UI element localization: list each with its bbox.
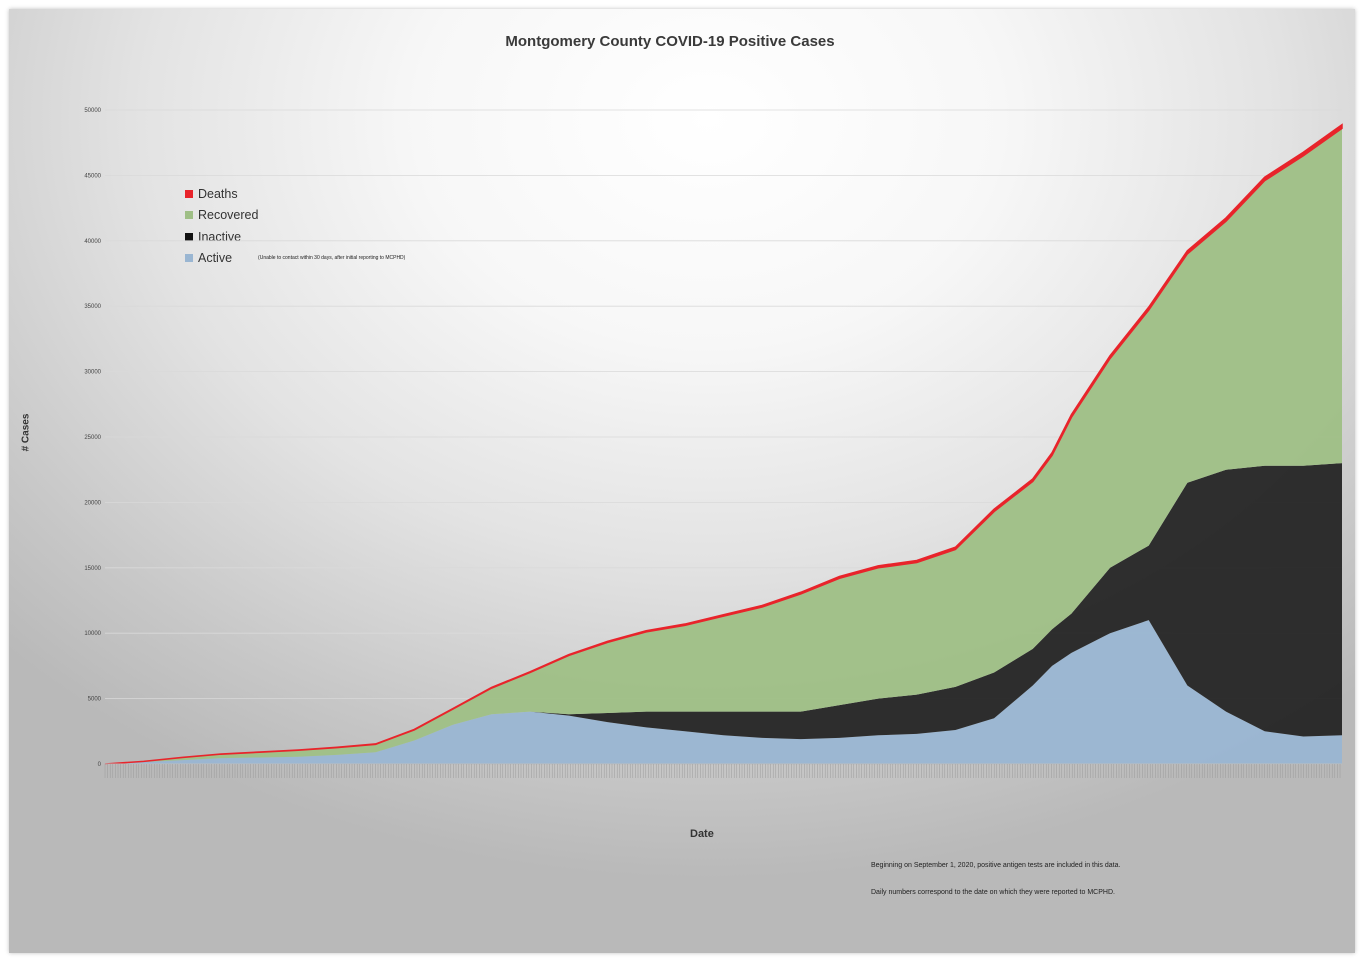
y-tick-labels: 0 5000 10000 15000 20000 25000 30000 35000 40000…: [84, 108, 101, 768]
x-axis: [104, 763, 1342, 778]
legend-item-recovered: Recovered: [185, 205, 405, 227]
legend-swatch-active: [185, 254, 193, 263]
legend-swatch-deaths: [185, 189, 193, 198]
legend-note: (Unable to contact within 30 days, after…: [258, 255, 406, 262]
footnote-reporting: Daily numbers correspond to the date on …: [871, 889, 1115, 896]
y-tick-35000: 35000: [84, 304, 101, 310]
legend-swatch-recovered: [185, 211, 193, 220]
area-deaths: [104, 123, 1343, 765]
area-inactive: [105, 463, 1342, 764]
legend-item-inactive: Inactive: [185, 226, 405, 248]
legend-swatch-inactive: [185, 232, 193, 241]
chart-plot: 0 5000 10000 15000 20000 25000 30000 35000 40000…: [84, 108, 1343, 778]
series-areas: [104, 123, 1343, 765]
y-tick-20000: 20000: [84, 500, 101, 506]
y-tick-15000: 15000: [84, 566, 101, 572]
legend-label-deaths: Deaths: [198, 186, 238, 201]
y-tick-5000: 5000: [88, 697, 102, 703]
chart-frame: Montgomery County COVID-19 Positive Case…: [9, 9, 1355, 953]
x-axis-label: Date: [690, 828, 714, 840]
legend-label-active: Active: [198, 251, 233, 266]
legend: Deaths Recovered Inactive Active (Unable…: [185, 183, 405, 269]
chart-title: Montgomery County COVID-19 Positive Case…: [505, 33, 835, 50]
y-tick-30000: 30000: [84, 370, 101, 376]
legend-item-active: Active (Unable to contact within 30 days…: [185, 248, 405, 270]
y-tick-0: 0: [98, 762, 102, 768]
y-tick-10000: 10000: [84, 631, 101, 637]
y-tick-25000: 25000: [84, 435, 101, 441]
area-recovered: [105, 128, 1342, 764]
y-tick-50000: 50000: [84, 108, 101, 114]
area-active: [105, 620, 1342, 764]
legend-label-recovered: Recovered: [198, 208, 259, 223]
legend-label-inactive: Inactive: [198, 229, 242, 244]
y-tick-45000: 45000: [84, 173, 101, 179]
y-tick-40000: 40000: [84, 239, 101, 245]
legend-item-deaths: Deaths: [185, 183, 405, 205]
footnote-antigen: Beginning on September 1, 2020, positive…: [871, 862, 1121, 869]
